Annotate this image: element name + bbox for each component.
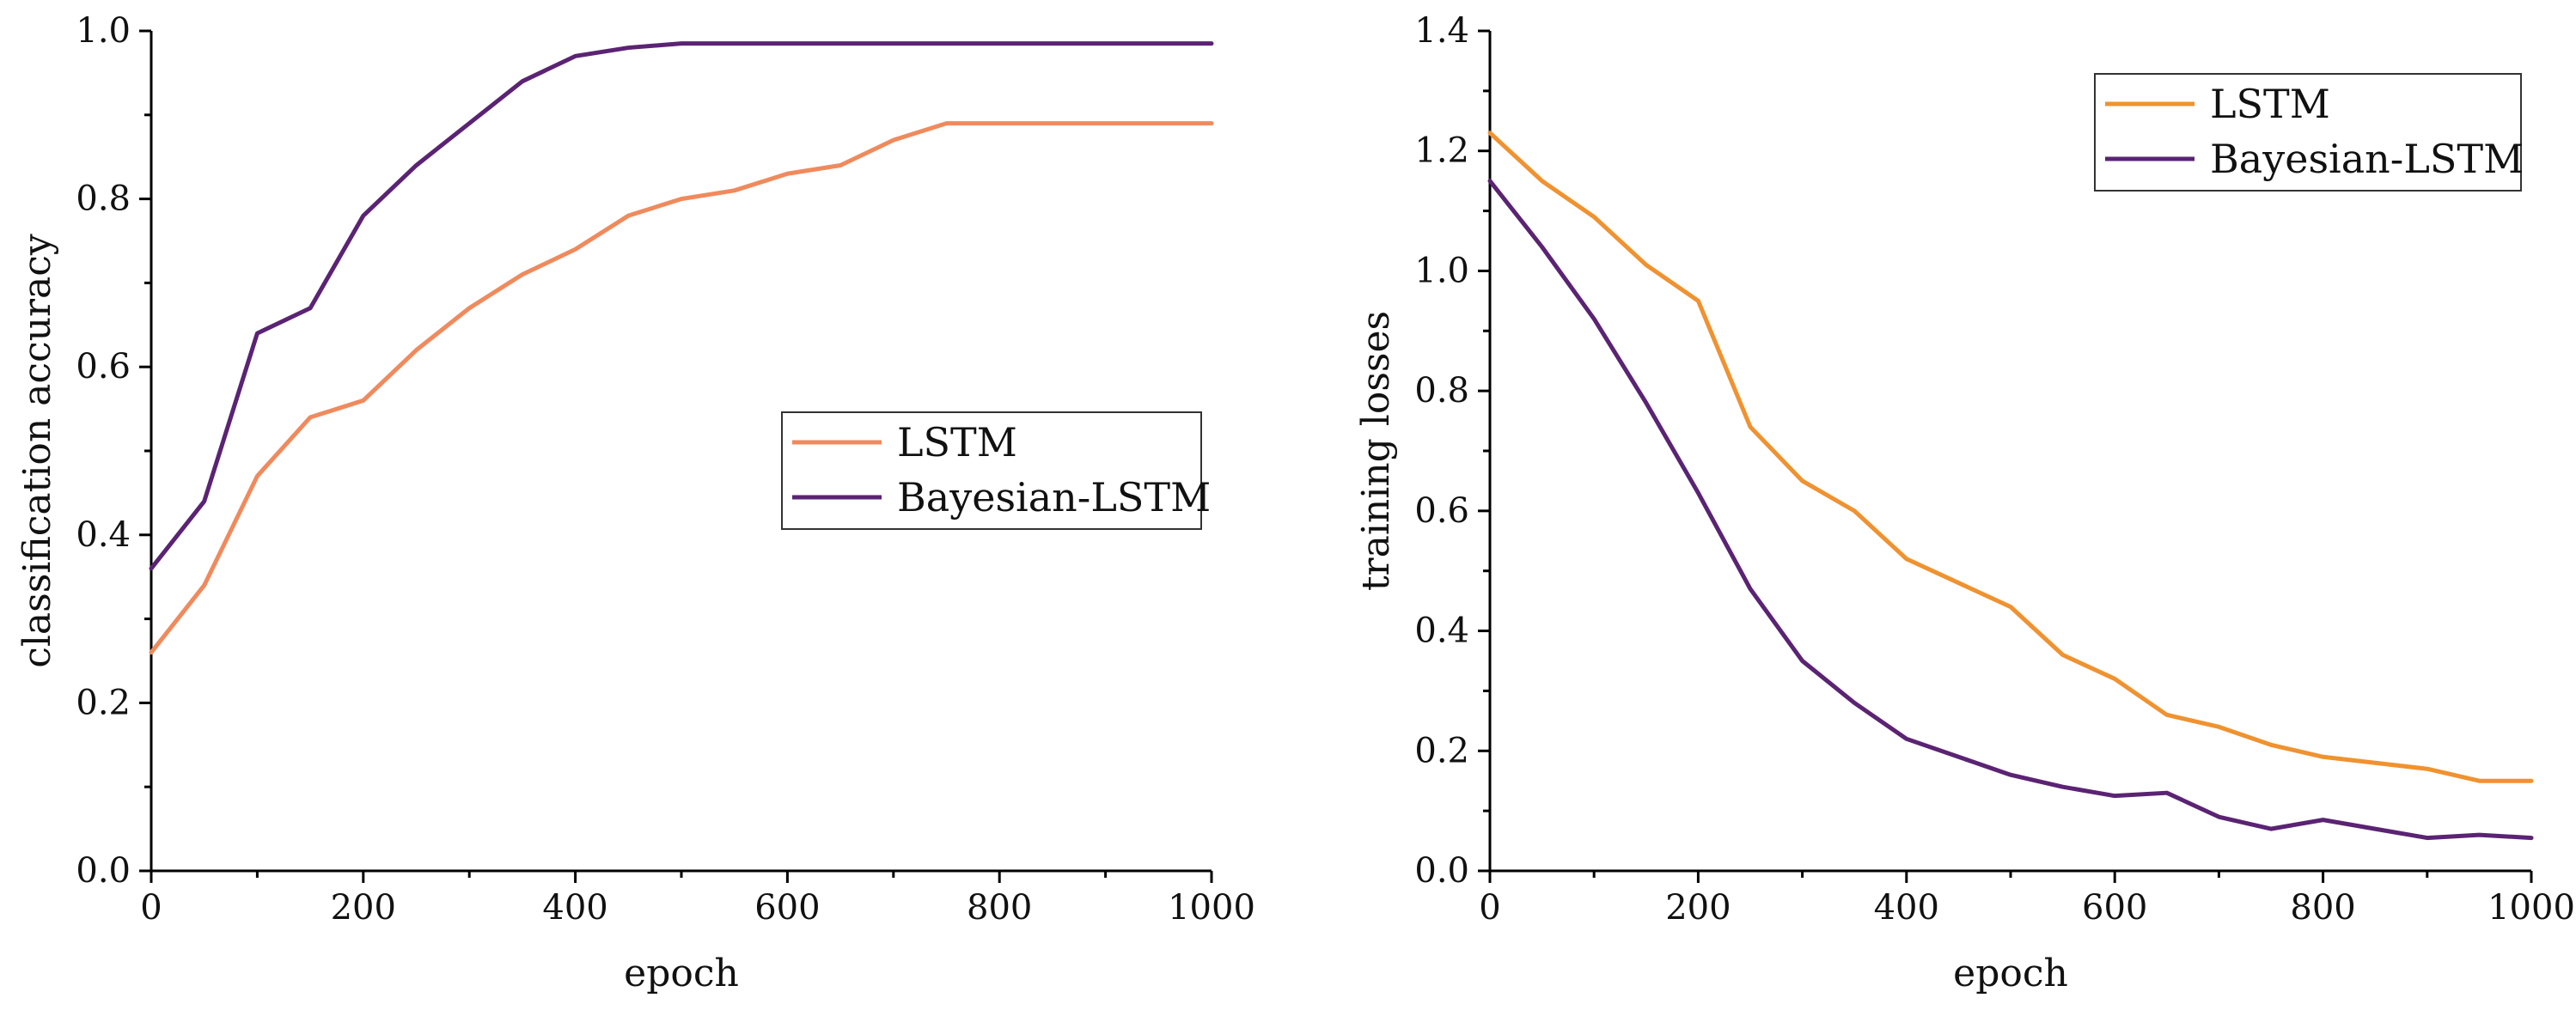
- loss-y-tick-label: 0.2: [1414, 731, 1469, 770]
- loss-series: [1487, 131, 2534, 841]
- loss-series-bayesian-lstm: [1487, 179, 2534, 841]
- loss-y-tick-label: 1.2: [1414, 131, 1469, 171]
- accuracy-x-tick-label: 1000: [1168, 888, 1255, 928]
- accuracy-legend-label-lstm: LSTM: [897, 419, 1017, 465]
- accuracy-y-axis-title: classification accuracy: [15, 234, 59, 668]
- loss-legend: LSTM Bayesian-LSTM: [2094, 73, 2524, 192]
- accuracy-y-tick-label: 0.2: [76, 683, 131, 722]
- loss-legend-label-lstm: LSTM: [2210, 81, 2330, 127]
- accuracy-x-axis-title: epoch: [624, 952, 739, 995]
- loss-series-lstm: [1487, 131, 2534, 783]
- accuracy-legend-label-bayesian-lstm: Bayesian-LSTM: [897, 474, 1211, 520]
- loss-y-tick-label: 0.0: [1414, 851, 1469, 891]
- accuracy-y-tick-label: 0.4: [76, 515, 131, 555]
- loss-x-tick-label: 1000: [2487, 888, 2575, 928]
- loss-x-tick-label: 400: [1874, 888, 1939, 928]
- loss-ticks: 0 200 400 600 800 1000 0.0 0.2 0.4 0.6 0.8 1.0 1.2 1.…: [1414, 11, 2575, 928]
- loss-legend-box: [2094, 73, 2522, 192]
- accuracy-legend-box: [781, 411, 1202, 530]
- loss-y-tick-label: 0.4: [1414, 611, 1469, 651]
- accuracy-series-bayesian-lstm: [149, 41, 1214, 571]
- accuracy-x-tick-label: 400: [542, 888, 607, 928]
- accuracy-x-tick-label: 200: [331, 888, 396, 928]
- accuracy-x-tick-label: 800: [967, 888, 1032, 928]
- loss-y-tick-label: 1.0: [1414, 251, 1469, 290]
- accuracy-legend: LSTM Bayesian-LSTM: [781, 411, 1211, 530]
- loss-y-axis-title: training losses: [1354, 311, 1398, 591]
- accuracy-ticks: 0 200 400 600 800 1000 0.0 0.2 0.4 0.6 0.8 1.0: [76, 11, 1255, 928]
- loss-x-tick-label: 200: [1665, 888, 1731, 928]
- accuracy-y-tick-label: 1.0: [76, 11, 131, 51]
- loss-x-tick-label: 0: [1479, 888, 1500, 928]
- loss-y-tick-label: 1.4: [1414, 11, 1469, 51]
- accuracy-y-tick-label: 0.8: [76, 179, 131, 219]
- loss-y-tick-label: 0.6: [1414, 491, 1469, 531]
- accuracy-series-lstm: [149, 121, 1214, 655]
- loss-chart: 0 200 400 600 800 1000 0.0 0.2 0.4 0.6 0.8 1.0 1.2 1.…: [1354, 11, 2575, 995]
- loss-x-tick-label: 800: [2290, 888, 2355, 928]
- accuracy-x-tick-label: 0: [140, 888, 162, 928]
- accuracy-x-tick-label: 600: [754, 888, 820, 928]
- accuracy-series: [149, 41, 1214, 655]
- loss-y-tick-label: 0.8: [1414, 371, 1469, 411]
- accuracy-chart: 0 200 400 600 800 1000 0.0 0.2 0.4 0.6 0.8 1.0 epoc…: [15, 11, 1255, 995]
- accuracy-y-tick-label: 0.6: [76, 347, 131, 386]
- loss-x-tick-label: 600: [2082, 888, 2147, 928]
- loss-x-axis-title: epoch: [1953, 952, 2068, 995]
- loss-legend-label-bayesian-lstm: Bayesian-LSTM: [2210, 136, 2524, 182]
- accuracy-y-tick-label: 0.0: [76, 851, 131, 891]
